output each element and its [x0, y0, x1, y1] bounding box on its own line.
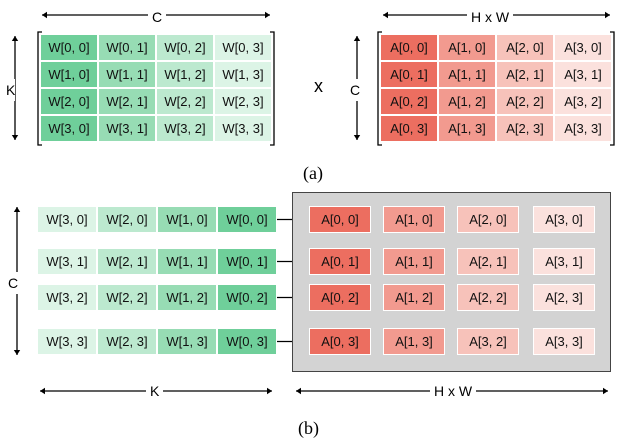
weights-left-dim-label: K: [6, 79, 16, 101]
panel-b-weight-cell: W[1, 1]: [157, 248, 217, 275]
panel-b-weight-cell: W[3, 1]: [37, 248, 97, 275]
weight-cell: W[2, 1]: [98, 88, 156, 115]
panel-b-c-arrow-head-top: [13, 207, 21, 212]
weights-left-bracket: [37, 31, 42, 146]
panel-b-activation-cell: A[0, 0]: [309, 206, 371, 233]
panel-b-bottom-left-dim-label: K: [146, 383, 164, 399]
activations-c-arrow-head-top: [353, 36, 361, 41]
panel-b-activation-cell: A[1, 3]: [383, 328, 445, 355]
activations-right-bracket: [610, 31, 615, 146]
panel-b-activation-cell: A[2, 1]: [457, 248, 519, 275]
panel-b-weight-cell: W[1, 0]: [157, 206, 217, 233]
weight-cell: W[0, 3]: [214, 34, 272, 61]
activation-cell: A[2, 3]: [496, 115, 554, 142]
weights-k-arrow-head-top: [11, 36, 19, 41]
panel-b-activation-cell: A[2, 2]: [457, 284, 519, 311]
weights-right-bracket: [270, 31, 275, 146]
panel-b-weight-cell: W[0, 0]: [217, 206, 277, 233]
panel-b-left-dim-label: C: [8, 272, 19, 294]
activations-top-dim-label: H x W: [467, 9, 514, 25]
panel-b-activation-cell: A[0, 2]: [309, 284, 371, 311]
activation-cell: A[1, 2]: [438, 88, 496, 115]
panel-b-caption: (b): [298, 418, 319, 438]
weight-cell: W[2, 2]: [156, 88, 214, 115]
weight-cell: W[3, 3]: [214, 115, 272, 142]
panel-b-weight-cell: W[0, 2]: [217, 284, 277, 311]
panel-b-activation-cell: A[1, 2]: [383, 284, 445, 311]
panel-b-weight-cell: W[3, 0]: [37, 206, 97, 233]
weights-c-arrow-head-right: [265, 11, 270, 19]
panel-b-k-arrow-head-left: [40, 387, 45, 395]
weight-cell: W[1, 2]: [156, 61, 214, 88]
activation-cell: A[1, 1]: [438, 61, 496, 88]
weights-k-arrow-head-bottom: [11, 135, 19, 140]
panel-b-k-arrow-head-right: [267, 387, 272, 395]
panel-b-bottom-right-dim-label: H x W: [430, 383, 477, 399]
panel-b-activation-cell: A[3, 3]: [533, 328, 595, 355]
activation-cell: A[0, 0]: [380, 34, 438, 61]
panel-b-weight-cell: W[1, 3]: [157, 328, 217, 355]
panel-b-hw-arrow-head-left: [296, 387, 301, 395]
weight-cell: W[2, 3]: [214, 88, 272, 115]
activations-hw-arrow-head-right: [605, 11, 610, 19]
activation-cell: A[2, 1]: [496, 61, 554, 88]
activation-cell: A[0, 2]: [380, 88, 438, 115]
activations-left-dim-label: C: [350, 79, 361, 101]
activation-cell: A[2, 2]: [496, 88, 554, 115]
panel-b-weight-cell: W[3, 2]: [37, 284, 97, 311]
weight-cell: W[1, 3]: [214, 61, 272, 88]
activations-hw-arrow-head-left: [383, 11, 388, 19]
panel-b-activation-cell: A[3, 2]: [457, 328, 519, 355]
panel-b-weight-cell: W[2, 2]: [97, 284, 157, 311]
panel-b-activation-cell: A[1, 0]: [383, 206, 445, 233]
weight-cell: W[2, 0]: [40, 88, 98, 115]
activation-cell: A[0, 1]: [380, 61, 438, 88]
panel-b-activation-cell: A[2, 0]: [457, 206, 519, 233]
weight-cell: W[3, 0]: [40, 115, 98, 142]
panel-b-weight-cell: W[2, 3]: [97, 328, 157, 355]
panel-b-weight-cell: W[1, 2]: [157, 284, 217, 311]
panel-b-activation-cell: A[3, 0]: [533, 206, 595, 233]
panel-b-activation-cell: A[3, 1]: [533, 248, 595, 275]
panel-b-activation-cell: A[1, 1]: [383, 248, 445, 275]
panel-b-activation-cell: A[0, 3]: [309, 328, 371, 355]
panel-a-caption: (a): [303, 163, 323, 183]
panel-b-hw-arrow-head-right: [603, 387, 608, 395]
activation-cell: A[3, 1]: [554, 61, 612, 88]
panel-b-activation-cell: A[2, 3]: [533, 284, 595, 311]
weight-cell: W[0, 2]: [156, 34, 214, 61]
activation-cell: A[3, 3]: [554, 115, 612, 142]
multiply-operator: x: [314, 76, 323, 96]
activation-cell: A[3, 2]: [554, 88, 612, 115]
panel-b-weight-cell: W[3, 3]: [37, 328, 97, 355]
weight-cell: W[3, 2]: [156, 115, 214, 142]
panel-b-weight-cell: W[2, 0]: [97, 206, 157, 233]
weight-cell: W[0, 1]: [98, 34, 156, 61]
activations-left-bracket: [377, 31, 382, 146]
panel-b-c-arrow-head-bottom: [13, 350, 21, 355]
weights-c-arrow-head-left: [42, 11, 47, 19]
weight-cell: W[0, 0]: [40, 34, 98, 61]
panel-b-weight-cell: W[0, 3]: [217, 328, 277, 355]
activation-cell: A[0, 3]: [380, 115, 438, 142]
activations-c-arrow-head-bottom: [353, 135, 361, 140]
panel-b-weight-cell: W[2, 1]: [97, 248, 157, 275]
activation-cell: A[1, 3]: [438, 115, 496, 142]
weights-top-dim-label: C: [148, 9, 167, 25]
panel-b-weight-cell: W[0, 1]: [217, 248, 277, 275]
panel-b-activation-cell: A[0, 1]: [309, 248, 371, 275]
weight-cell: W[1, 1]: [98, 61, 156, 88]
activation-cell: A[2, 0]: [496, 34, 554, 61]
weight-cell: W[3, 1]: [98, 115, 156, 142]
weight-cell: W[1, 0]: [40, 61, 98, 88]
activation-cell: A[3, 0]: [554, 34, 612, 61]
activation-cell: A[1, 0]: [438, 34, 496, 61]
